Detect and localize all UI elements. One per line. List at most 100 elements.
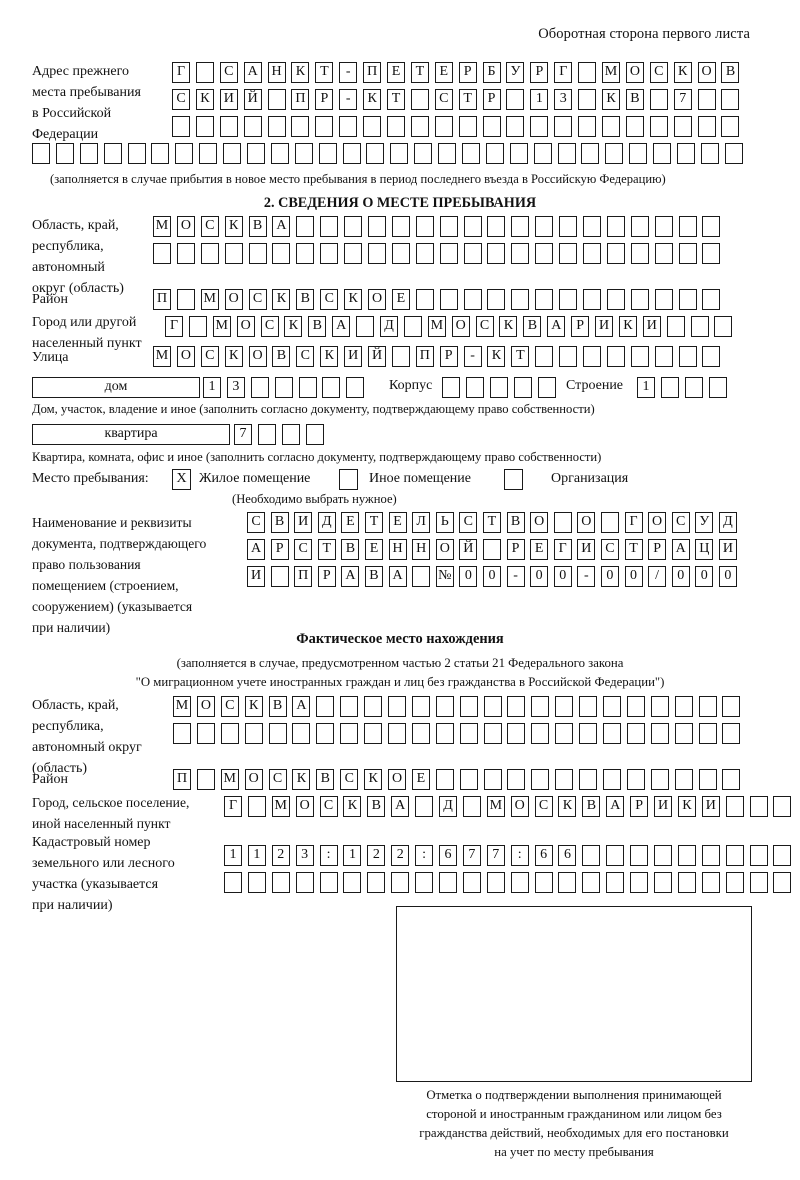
char-cell[interactable]: 1 bbox=[530, 89, 549, 110]
char-cell[interactable] bbox=[666, 316, 685, 337]
char-cell[interactable] bbox=[292, 723, 311, 744]
char-cell[interactable]: С bbox=[434, 89, 453, 110]
char-cell[interactable]: К bbox=[272, 289, 291, 310]
char-cell[interactable] bbox=[698, 769, 717, 790]
char-cell[interactable]: О bbox=[295, 796, 314, 817]
char-cell[interactable] bbox=[660, 377, 679, 398]
char-cell[interactable]: С bbox=[319, 796, 338, 817]
char-cell[interactable] bbox=[583, 346, 602, 367]
char-cell[interactable]: Е bbox=[530, 539, 549, 560]
char-cell[interactable] bbox=[674, 769, 693, 790]
char-cell[interactable] bbox=[435, 769, 454, 790]
char-cell[interactable]: 0 bbox=[600, 566, 619, 587]
char-cell[interactable]: И bbox=[577, 539, 596, 560]
char-cell[interactable] bbox=[606, 216, 625, 237]
char-cell[interactable]: С bbox=[172, 89, 190, 110]
char-cell[interactable] bbox=[439, 216, 458, 237]
char-cell[interactable]: С bbox=[340, 769, 359, 790]
char-cell[interactable] bbox=[653, 143, 672, 164]
char-cell[interactable] bbox=[173, 723, 191, 744]
char-cell[interactable] bbox=[554, 116, 573, 137]
char-cell[interactable] bbox=[531, 769, 550, 790]
char-cell[interactable]: Т bbox=[410, 62, 429, 83]
char-cell[interactable]: Т bbox=[482, 512, 501, 533]
char-cell[interactable]: С bbox=[200, 216, 219, 237]
char-cell[interactable] bbox=[509, 143, 528, 164]
char-cell[interactable] bbox=[673, 116, 692, 137]
char-cell[interactable]: А bbox=[272, 216, 291, 237]
char-cell[interactable] bbox=[537, 377, 556, 398]
char-cell[interactable] bbox=[196, 723, 215, 744]
char-cell[interactable] bbox=[773, 845, 792, 866]
char-cell[interactable] bbox=[366, 143, 385, 164]
char-cell[interactable]: О bbox=[176, 346, 195, 367]
char-cell[interactable]: В bbox=[625, 89, 644, 110]
char-cell[interactable] bbox=[176, 243, 195, 264]
char-cell[interactable]: Г bbox=[172, 62, 190, 83]
char-cell[interactable]: О bbox=[196, 696, 215, 717]
char-cell[interactable] bbox=[270, 143, 289, 164]
char-cell[interactable]: 0 bbox=[671, 566, 690, 587]
char-cell[interactable]: Т bbox=[364, 512, 383, 533]
char-cell[interactable] bbox=[176, 289, 195, 310]
char-cell[interactable] bbox=[411, 696, 430, 717]
char-cell[interactable] bbox=[582, 845, 601, 866]
char-cell[interactable]: Л bbox=[412, 512, 431, 533]
char-cell[interactable] bbox=[578, 89, 597, 110]
char-cell[interactable] bbox=[698, 723, 717, 744]
char-cell[interactable] bbox=[579, 696, 598, 717]
char-cell[interactable] bbox=[749, 845, 768, 866]
char-cell[interactable] bbox=[654, 216, 673, 237]
char-cell[interactable] bbox=[79, 143, 98, 164]
char-cell[interactable]: И bbox=[294, 512, 313, 533]
char-cell[interactable]: В bbox=[721, 62, 740, 83]
char-cell[interactable]: И bbox=[595, 316, 614, 337]
char-cell[interactable]: О bbox=[388, 769, 407, 790]
char-cell[interactable]: Т bbox=[458, 89, 477, 110]
char-cell[interactable]: К bbox=[244, 696, 263, 717]
char-cell[interactable] bbox=[578, 116, 597, 137]
char-cell[interactable] bbox=[697, 89, 716, 110]
char-cell[interactable] bbox=[773, 872, 792, 893]
char-cell[interactable]: И bbox=[718, 539, 737, 560]
char-cell[interactable] bbox=[606, 872, 625, 893]
char-cell[interactable]: С bbox=[248, 289, 267, 310]
previous-address-row-4[interactable] bbox=[32, 143, 743, 164]
char-cell[interactable] bbox=[465, 377, 484, 398]
char-cell[interactable] bbox=[603, 696, 622, 717]
char-cell[interactable] bbox=[701, 872, 720, 893]
char-cell[interactable] bbox=[721, 89, 740, 110]
char-cell[interactable] bbox=[247, 143, 266, 164]
char-cell[interactable]: В bbox=[341, 539, 360, 560]
char-cell[interactable] bbox=[511, 289, 530, 310]
char-cell[interactable]: М bbox=[153, 216, 171, 237]
char-cell[interactable]: А bbox=[243, 62, 262, 83]
char-cell[interactable]: О bbox=[648, 512, 667, 533]
char-cell[interactable]: А bbox=[388, 566, 407, 587]
char-cell[interactable] bbox=[606, 845, 625, 866]
char-cell[interactable]: Е bbox=[391, 289, 410, 310]
char-cell[interactable] bbox=[459, 769, 478, 790]
char-cell[interactable] bbox=[559, 216, 578, 237]
char-cell[interactable] bbox=[721, 116, 740, 137]
char-cell[interactable] bbox=[724, 143, 743, 164]
char-cell[interactable] bbox=[558, 872, 577, 893]
char-cell[interactable] bbox=[649, 89, 668, 110]
al-cadastral-row-2[interactable] bbox=[224, 872, 792, 893]
char-cell[interactable] bbox=[722, 696, 741, 717]
char-cell[interactable]: П bbox=[153, 289, 171, 310]
char-cell[interactable]: О bbox=[248, 346, 267, 367]
char-cell[interactable]: И bbox=[219, 89, 238, 110]
char-cell[interactable]: 2 bbox=[367, 845, 386, 866]
char-cell[interactable] bbox=[267, 116, 286, 137]
char-cell[interactable]: 0 bbox=[718, 566, 737, 587]
char-cell[interactable] bbox=[630, 872, 649, 893]
char-cell[interactable] bbox=[220, 723, 239, 744]
char-cell[interactable] bbox=[294, 143, 313, 164]
char-cell[interactable]: А bbox=[247, 539, 265, 560]
char-cell[interactable] bbox=[677, 845, 696, 866]
char-cell[interactable] bbox=[415, 243, 434, 264]
